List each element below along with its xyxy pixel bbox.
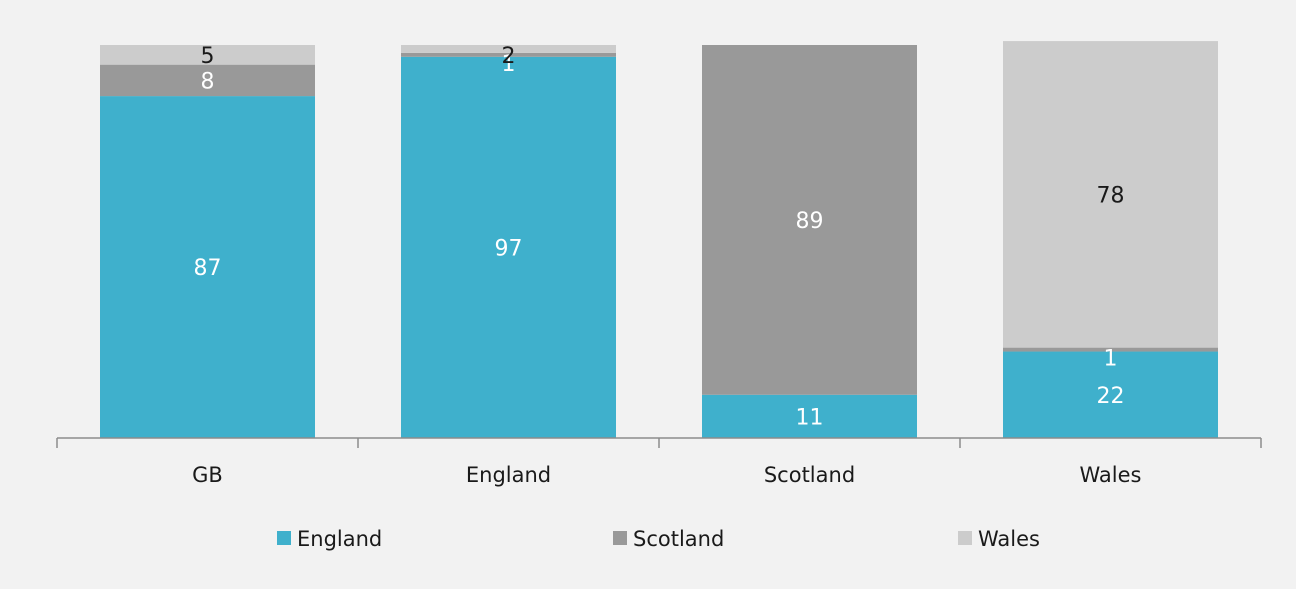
data-label-wales-wales: 78 xyxy=(1097,183,1125,208)
bar-gb-england xyxy=(100,96,315,438)
x-tick-label-scotland: Scotland xyxy=(764,463,855,487)
bar-scotland-england xyxy=(702,394,917,438)
data-label-scotland-england: 11 xyxy=(796,405,824,430)
data-label-england-wales: 2 xyxy=(502,44,516,69)
x-tick-label-wales: Wales xyxy=(1080,463,1142,487)
bar-wales-england xyxy=(1003,351,1218,438)
data-label-gb-wales: 5 xyxy=(201,44,215,69)
data-label-gb-england: 87 xyxy=(194,256,222,281)
data-label-wales-scotland: 1 xyxy=(1104,347,1118,372)
bar-scotland-scotland xyxy=(702,45,917,395)
legend-swatch-england xyxy=(277,531,291,545)
x-axis: GB England Scotland Wales xyxy=(56,437,1262,487)
legend-swatch-wales xyxy=(958,531,972,545)
bar-gb-wales xyxy=(100,45,315,65)
bar-england-england xyxy=(401,56,616,438)
legend-label-wales: Wales xyxy=(978,527,1040,551)
bar-gb-scotland xyxy=(100,64,315,97)
x-tick-label-gb: GB xyxy=(192,463,223,487)
legend-swatch-scotland xyxy=(613,531,627,545)
data-label-scotland-scotland: 89 xyxy=(796,209,824,234)
data-label-gb-scotland: 8 xyxy=(201,69,215,94)
data-label-england-scotland: 1 xyxy=(502,52,516,77)
legend-item-scotland: Scotland xyxy=(613,527,724,551)
legend: England Scotland Wales xyxy=(277,527,1040,551)
x-tick-label-england: England xyxy=(466,463,551,487)
legend-item-wales: Wales xyxy=(958,527,1040,551)
data-label-england-england: 97 xyxy=(495,236,523,261)
bar-england-wales xyxy=(401,45,616,53)
bar-wales-wales xyxy=(1003,41,1218,348)
legend-label-scotland: Scotland xyxy=(633,527,724,551)
bar-england-scotland xyxy=(401,52,616,57)
data-label-wales-england: 22 xyxy=(1097,384,1125,409)
legend-label-england: England xyxy=(297,527,382,551)
bar-wales-scotland xyxy=(1003,347,1218,352)
bars-layer xyxy=(100,41,1218,438)
legend-item-england: England xyxy=(277,527,382,551)
